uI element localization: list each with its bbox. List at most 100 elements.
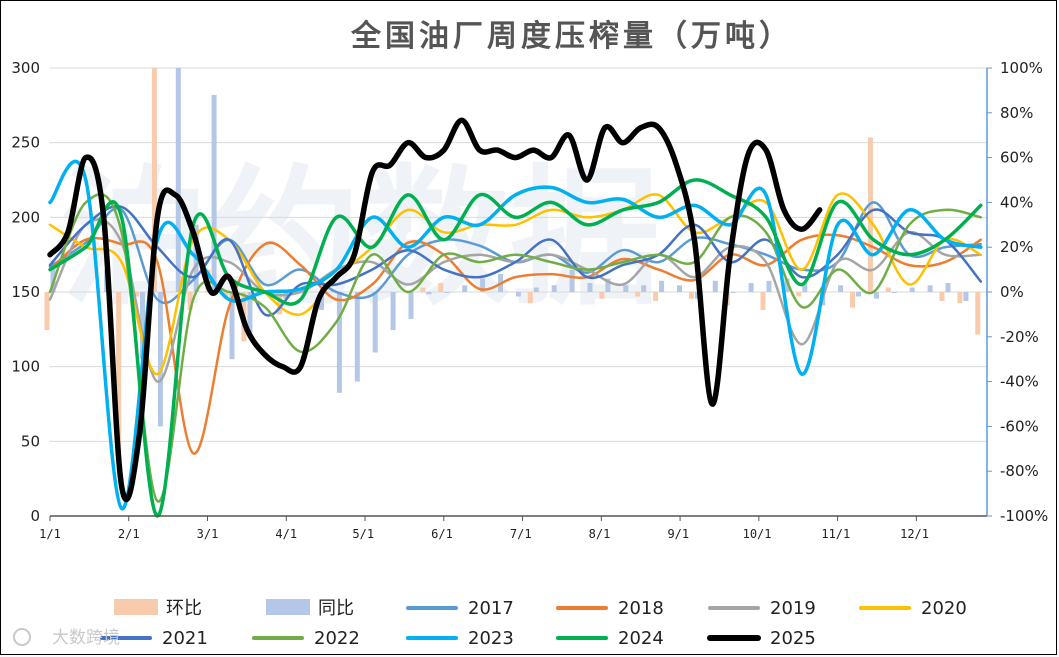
series-line-2018 <box>48 233 983 455</box>
series-line-2025 <box>47 117 823 503</box>
bar-环比 <box>885 287 891 292</box>
bar-同比 <box>927 285 933 292</box>
bar-同比 <box>856 292 861 297</box>
y2-tick-label: 0% <box>1000 283 1024 301</box>
bar-同比 <box>766 280 772 292</box>
bar-同比 <box>408 292 414 319</box>
x-tick-label: 8/1 <box>589 527 611 541</box>
bar-同比 <box>784 278 790 292</box>
bar-同比 <box>533 287 539 292</box>
bar-同比 <box>175 68 181 292</box>
legend-label-2020: 2020 <box>921 598 967 619</box>
legend-label-2023: 2023 <box>468 628 514 649</box>
x-tick-label: 6/1 <box>431 527 453 541</box>
bar-环比 <box>635 292 641 297</box>
legend-label-2019: 2019 <box>770 598 816 619</box>
bar-同比 <box>551 285 557 292</box>
x-tick-label: 7/1 <box>510 527 532 541</box>
bar-同比 <box>319 292 324 310</box>
axes: 0 50 100 150 200 250 300 -100% -80% -60% -40% -20% 0… <box>11 59 1048 541</box>
bar-环比 <box>420 287 426 292</box>
bar-同比 <box>838 285 844 292</box>
y-tick-label: 250 <box>11 134 40 152</box>
bar-环比 <box>975 292 981 335</box>
x-tick-label: 11/1 <box>821 527 850 541</box>
corner-watermark: 大数跨境 <box>13 628 120 648</box>
bar-series <box>44 68 981 460</box>
legend: 环比 同比 2017 2018 2019 2020 2021 2022 2023 2024 2025 <box>100 598 967 649</box>
bar-环比 <box>653 292 659 301</box>
bar-环比 <box>151 68 157 292</box>
bar-同比 <box>247 292 253 333</box>
legend-label-2025: 2025 <box>770 628 816 649</box>
x-tick-label: 3/1 <box>197 527 219 541</box>
x-tick-label: 10/1 <box>743 527 772 541</box>
bar-同比 <box>390 292 396 331</box>
y2-tick-label: -40% <box>1000 373 1039 391</box>
x-tick-label: 2/1 <box>118 527 140 541</box>
bar-同比 <box>677 285 682 292</box>
bar-环比 <box>599 292 605 299</box>
y2-tick-label: 80% <box>1000 104 1033 122</box>
bar-同比 <box>748 283 754 292</box>
corner-watermark-text: 大数跨境 <box>52 628 120 648</box>
x-tick-label: 5/1 <box>352 527 374 541</box>
y-tick-label: 300 <box>11 59 40 77</box>
bar-同比 <box>372 292 378 353</box>
legend-label-2017: 2017 <box>468 598 514 619</box>
legend-label-环比: 环比 <box>166 598 202 619</box>
y2-tick-label: -20% <box>1000 328 1039 346</box>
x-tick-label: 4/1 <box>275 527 297 541</box>
y2-tick-label: 20% <box>1000 238 1033 256</box>
bar-环比 <box>760 292 766 310</box>
bar-同比 <box>623 285 629 292</box>
y2-tick-label: 40% <box>1000 193 1033 211</box>
bar-同比 <box>444 292 450 293</box>
y2-tick-label: -60% <box>1000 417 1039 435</box>
bar-同比 <box>963 292 969 301</box>
bar-同比 <box>605 278 611 292</box>
y-tick-label: 200 <box>11 208 40 226</box>
bar-环比 <box>957 292 963 304</box>
x-tick-label: 1/1 <box>39 527 61 541</box>
y-tick-label: 50 <box>21 432 40 450</box>
legend-label-2024: 2024 <box>618 628 664 649</box>
bar-环比 <box>850 292 855 308</box>
bar-环比 <box>867 137 873 292</box>
x-tick-label: 9/1 <box>667 527 689 541</box>
legend-label-2022: 2022 <box>314 628 360 649</box>
x-tick-label: 12/1 <box>900 527 929 541</box>
bar-同比 <box>229 292 235 360</box>
bar-环比 <box>44 292 50 331</box>
bar-同比 <box>480 278 486 292</box>
y-tick-label: 100 <box>11 358 40 376</box>
y-tick-label: 150 <box>11 283 40 301</box>
legend-label-2021: 2021 <box>162 628 208 649</box>
bar-环比 <box>939 292 945 301</box>
bar-同比 <box>140 292 145 360</box>
y2-tick-label: -100% <box>1000 507 1048 525</box>
bar-同比 <box>462 285 468 292</box>
bar-同比 <box>641 285 647 292</box>
bar-同比 <box>873 292 879 299</box>
corner-logo-icon <box>13 628 31 646</box>
legend-swatch-环比 <box>114 599 158 615</box>
bar-环比 <box>277 292 283 315</box>
bar-同比 <box>909 287 915 292</box>
bar-同比 <box>569 269 575 292</box>
bar-同比 <box>426 292 432 295</box>
bar-同比 <box>50 265 56 292</box>
series-line-2024 <box>48 178 983 518</box>
bar-环比 <box>527 292 533 304</box>
bar-同比 <box>515 292 521 297</box>
bar-环比 <box>116 292 122 460</box>
bar-同比 <box>211 94 217 292</box>
bar-同比 <box>587 283 593 292</box>
bar-环比 <box>134 292 139 297</box>
bar-同比 <box>157 292 163 427</box>
bar-环比 <box>796 292 802 297</box>
bar-环比 <box>688 292 694 299</box>
legend-label-2018: 2018 <box>618 598 664 619</box>
y2-tick-label: -80% <box>1000 462 1039 480</box>
